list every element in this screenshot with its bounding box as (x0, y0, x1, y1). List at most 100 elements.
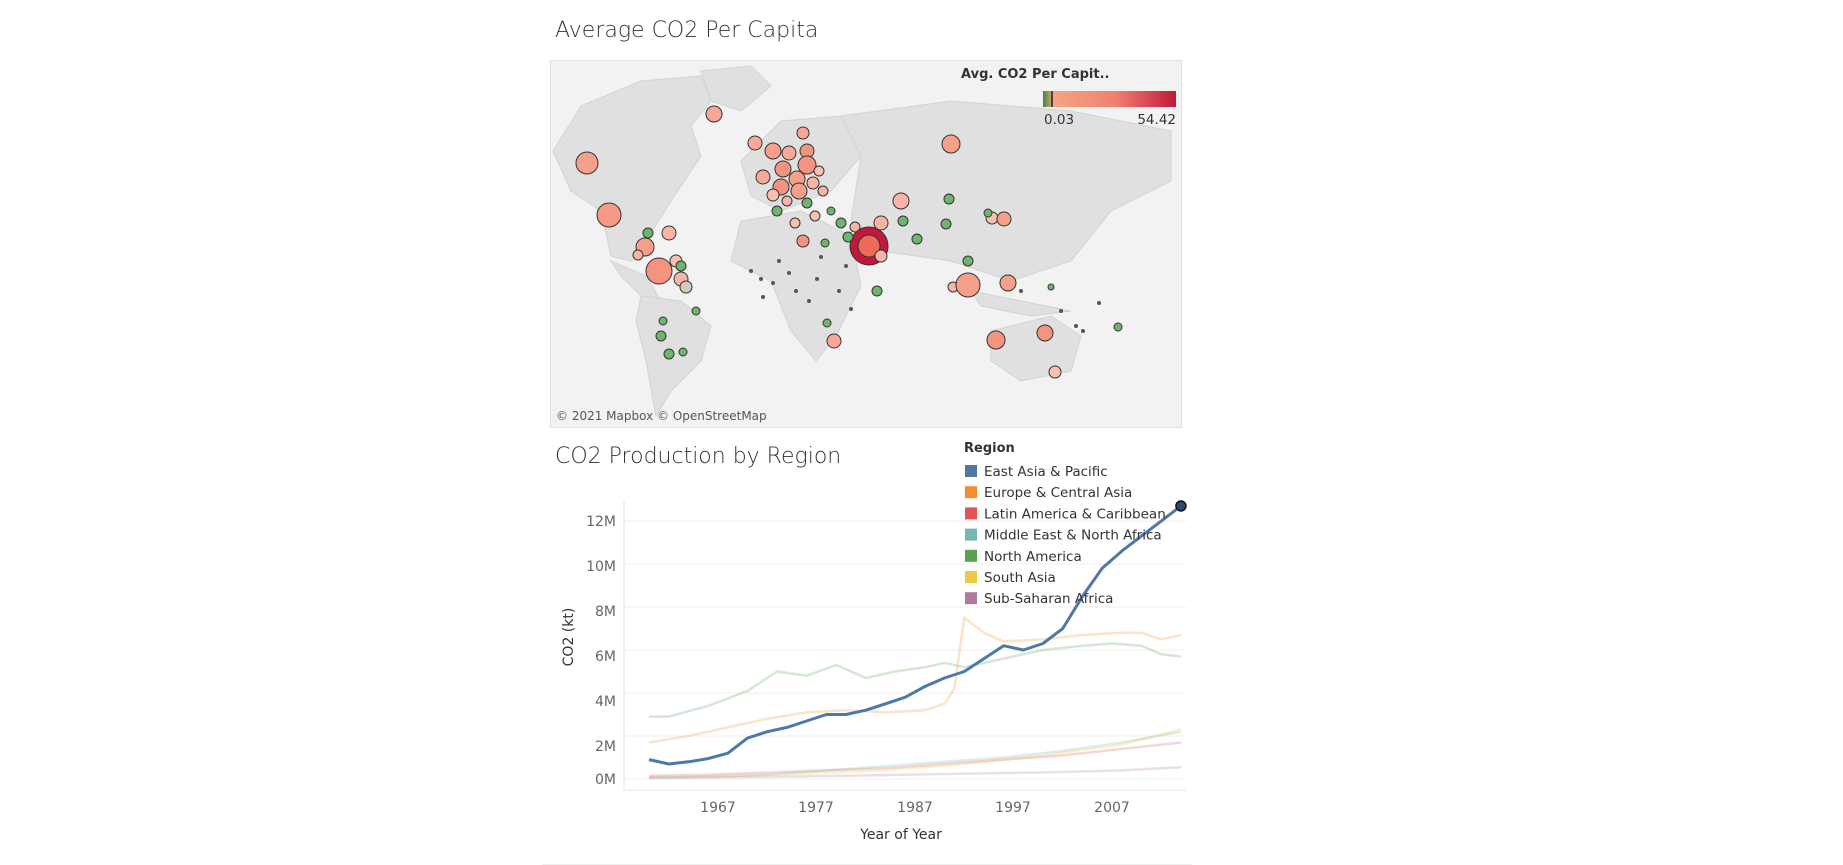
country-bubble (842, 231, 854, 243)
country-bubble (781, 145, 797, 161)
country-dot (1074, 324, 1078, 328)
legend-swatch (965, 507, 977, 520)
country-bubble (873, 215, 889, 231)
country-bubble (849, 221, 861, 233)
north-america-land (552, 75, 712, 262)
country-dots (749, 255, 1101, 333)
selected-point[interactable] (1175, 500, 1187, 512)
country-bubble (1113, 322, 1123, 332)
country-bubble (1048, 365, 1062, 379)
country-bubble (940, 218, 952, 230)
line-chart-title: CO2 Production by Region (555, 444, 842, 469)
country-bubble (771, 205, 783, 217)
x-axis-ticks: 1967 1977 1987 1997 2007 (700, 800, 1130, 816)
country-bubble (826, 333, 842, 349)
x-tick-label: 1997 (995, 800, 1031, 816)
africa-land (730, 210, 862, 362)
country-bubble (766, 188, 780, 202)
country-dot (815, 277, 819, 281)
country-bubble (892, 192, 910, 210)
legend-swatch (965, 528, 977, 541)
legend-swatch (965, 549, 977, 562)
country-bubble (642, 227, 654, 239)
country-bubble (679, 280, 693, 294)
country-bubble (874, 249, 888, 263)
country-bubble (796, 234, 810, 248)
y-axis-ticks: 0M 2M 4M 6M 8M 10M 12M (586, 514, 616, 788)
country-dot (749, 269, 753, 273)
country-bubble (941, 134, 961, 154)
legend-swatch (965, 465, 977, 477)
country-dot (849, 307, 853, 311)
legend-label[interactable]: Sub-Saharan Africa (984, 591, 1113, 607)
series-line-europe-central-asia[interactable] (648, 616, 1182, 744)
country-dot (771, 281, 775, 285)
country-bubble (789, 217, 801, 229)
country-bubble (1036, 324, 1054, 342)
series-line-sub-saharan-africa[interactable] (648, 765, 1182, 780)
x-axis-title: Year of Year (859, 827, 942, 843)
y-tick-label: 4M (595, 694, 616, 710)
country-bubble (822, 318, 832, 328)
color-ramp (1043, 91, 1176, 107)
series-line-south-asia[interactable] (648, 728, 1182, 779)
legend-label[interactable]: South Asia (984, 570, 1056, 586)
country-bubble (826, 206, 836, 216)
co2-per-capita-map[interactable]: Avg. CO2 Per Capit.. 0.03 54.42 (550, 60, 1182, 428)
country-bubble (663, 348, 675, 360)
legend-label[interactable]: North America (984, 549, 1082, 565)
series-line-middle-east-north-africa[interactable] (648, 730, 1182, 780)
y-tick-label: 2M (595, 739, 616, 755)
legend-label[interactable]: Europe & Central Asia (984, 485, 1132, 501)
country-bubble (943, 193, 955, 205)
y-tick-label: 12M (586, 514, 616, 530)
country-bubble (658, 316, 668, 326)
australia-land (990, 315, 1082, 382)
x-tick-label: 1977 (798, 800, 834, 816)
legend-min: 0.03 (1044, 112, 1074, 128)
country-dot (1059, 309, 1063, 313)
x-tick-label: 1967 (700, 800, 736, 816)
country-bubble (857, 234, 881, 258)
country-bubble (809, 210, 821, 222)
country-bubble (796, 126, 810, 140)
country-bubbles (575, 105, 1123, 379)
legend-swatch (965, 486, 977, 499)
region-legend: Region East Asia & Pacific Europe & Centr… (964, 441, 1166, 607)
map-legend-title: Avg. CO2 Per Capit.. (961, 67, 1109, 82)
series-lines (648, 500, 1187, 780)
map-attribution: © 2021 Mapbox © OpenStreetMap (556, 409, 767, 423)
y-tick-label: 8M (595, 604, 616, 620)
y-tick-label: 10M (586, 559, 616, 575)
country-dot (1019, 289, 1023, 293)
country-bubble (797, 155, 817, 175)
series-line-latin-america-caribbean[interactable] (648, 741, 1182, 778)
country-dot (844, 264, 848, 268)
legend-label[interactable]: Latin America & Caribbean (984, 506, 1166, 522)
country-dot (777, 259, 781, 263)
y-tick-label: 6M (595, 649, 616, 665)
legend-label[interactable]: Middle East & North Africa (984, 528, 1162, 544)
series-line-north-america[interactable] (649, 642, 1182, 718)
country-bubble (955, 272, 981, 298)
country-bubble (655, 330, 667, 342)
country-bubble (999, 274, 1017, 292)
country-bubble (820, 238, 830, 248)
country-bubble (645, 257, 673, 285)
country-dot (837, 289, 841, 293)
chart-grid (623, 500, 1186, 791)
legend-label[interactable]: East Asia & Pacific (984, 464, 1108, 480)
country-dot (787, 271, 791, 275)
country-bubble (705, 105, 723, 123)
map-title: Average CO2 Per Capita (555, 18, 819, 43)
series-line-east-asia-pacific[interactable] (648, 504, 1182, 766)
country-bubble (871, 285, 883, 297)
country-bubble (835, 217, 847, 229)
country-dot (807, 299, 811, 303)
country-bubble (661, 225, 677, 241)
legend-max: 54.42 (1137, 112, 1176, 128)
map-svg: Avg. CO2 Per Capit.. 0.03 54.42 (552, 65, 1176, 418)
country-dot (1081, 329, 1085, 333)
map-legend: Avg. CO2 Per Capit.. 0.03 54.42 (961, 67, 1176, 128)
country-bubble (632, 249, 644, 261)
